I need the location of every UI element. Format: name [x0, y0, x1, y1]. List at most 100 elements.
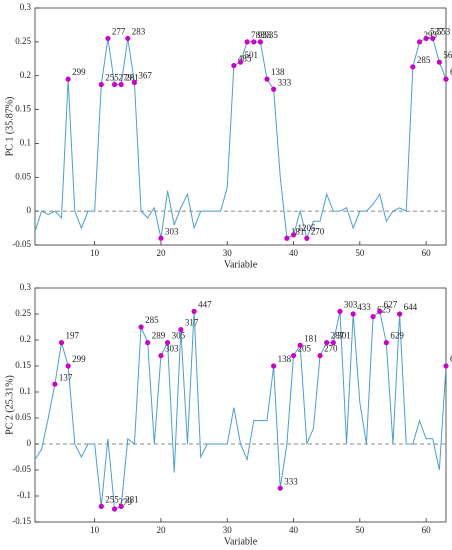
highlight-marker — [231, 62, 237, 69]
plot-frame — [34, 7, 447, 246]
highlight-marker — [118, 503, 124, 509]
data-line — [34, 37, 447, 240]
y-tick-label: 0.3 — [20, 282, 32, 292]
x-tick-label: 30 — [223, 525, 233, 535]
highlight-label: 281 — [125, 73, 139, 83]
highlight-marker — [98, 503, 104, 509]
highlight-label: 447 — [198, 299, 212, 309]
highlight-marker — [111, 506, 118, 512]
highlight-marker — [131, 79, 138, 86]
highlight-label: 181 — [304, 333, 318, 343]
highlight-marker — [350, 311, 356, 317]
highlight-label: 287 — [331, 331, 345, 341]
highlight-label: 289 — [152, 331, 166, 341]
highlight-marker — [98, 81, 104, 88]
highlight-label: 303 — [165, 226, 179, 236]
highlight-marker — [237, 59, 244, 65]
highlight-marker — [377, 308, 383, 314]
x-tick-label: 50 — [355, 525, 365, 535]
highlight-marker — [65, 363, 71, 369]
highlight-marker — [330, 340, 336, 346]
y-tick-label: 0.15 — [15, 104, 31, 114]
plot-frame — [34, 287, 447, 523]
highlight-marker — [370, 314, 376, 320]
highlight-marker — [271, 363, 277, 369]
highlight-label: 281 — [125, 494, 139, 504]
highlight-marker — [138, 324, 144, 330]
y-tick-label: 0.3 — [20, 2, 32, 12]
highlight-label: 433 — [357, 302, 371, 312]
highlight-label: 553 — [437, 27, 451, 37]
highlight-marker — [52, 381, 58, 387]
highlight-label: 205 — [298, 344, 312, 354]
highlight-marker — [423, 35, 429, 42]
y-tick-label: 0.1 — [20, 386, 31, 396]
x-tick-label: 60 — [422, 248, 432, 258]
highlight-label: 279 — [119, 73, 133, 83]
highlight-marker — [65, 76, 71, 82]
highlight-label: 138 — [271, 67, 285, 77]
highlight-marker — [410, 64, 416, 70]
highlight-label: 299 — [72, 67, 86, 77]
x-tick-label: 10 — [90, 248, 100, 258]
highlight-label: 1205 — [298, 223, 317, 233]
highlight-label: 277 — [112, 27, 126, 37]
highlight-label: 485 — [238, 54, 252, 64]
highlight-label: 601 — [450, 354, 452, 364]
y-tick-label: 0 — [27, 205, 32, 215]
highlight-label: 285 — [145, 315, 159, 325]
highlight-label: 303 — [165, 344, 179, 354]
highlight-marker — [191, 308, 197, 314]
y-tick-label: -0.15 — [12, 516, 31, 526]
highlight-marker — [396, 311, 403, 317]
highlight-marker — [244, 39, 250, 45]
highlight-marker — [304, 235, 310, 241]
x-tick-label: 50 — [355, 248, 365, 258]
highlight-label: 629 — [390, 331, 404, 341]
highlight-label: 270 — [324, 344, 338, 354]
y-tick-label: 0 — [27, 438, 32, 448]
highlight-label: 137 — [59, 372, 73, 382]
x-tick-label: 20 — [156, 248, 166, 258]
highlight-label: 305 — [172, 331, 186, 341]
y-axis-label: PC 2 (25.31%) — [4, 375, 15, 435]
highlight-marker — [251, 39, 257, 45]
x-tick-label: 40 — [289, 248, 299, 258]
highlight-label: 279 — [119, 497, 133, 507]
highlight-label: 285 — [417, 55, 431, 65]
highlight-label: 569 — [443, 50, 452, 60]
highlight-label: 283 — [132, 27, 146, 37]
highlight-marker — [145, 340, 151, 346]
y-axis-label: PC 1 (35.87%) — [4, 97, 15, 157]
highlight-label: 644 — [404, 302, 418, 312]
highlight-marker — [443, 363, 449, 369]
highlight-marker — [436, 59, 442, 65]
x-tick-label: 60 — [422, 525, 432, 535]
highlight-marker — [337, 308, 343, 314]
y-tick-label: 0.05 — [15, 171, 31, 181]
x-axis-label: Variable — [224, 536, 258, 547]
data-line — [34, 310, 447, 510]
highlight-marker — [416, 39, 423, 45]
y-tick-label: -0.05 — [12, 239, 31, 249]
y-tick-label: -0.05 — [12, 464, 31, 474]
highlight-marker — [290, 232, 297, 238]
highlight-label: 333 — [278, 77, 292, 87]
y-tick-label: 0.1 — [20, 137, 31, 147]
y-tick-label: 0.2 — [20, 70, 31, 80]
highlight-marker — [324, 340, 330, 346]
highlight-label: 935 — [264, 30, 278, 40]
highlight-marker — [178, 327, 184, 333]
highlight-marker — [290, 353, 297, 359]
highlight-marker — [284, 235, 290, 241]
highlight-label: 933 — [258, 30, 272, 40]
highlight-marker — [257, 39, 263, 45]
x-tick-label: 10 — [90, 525, 100, 535]
highlight-label: 301 — [337, 331, 351, 341]
highlight-label: 303 — [344, 299, 358, 309]
highlight-marker — [297, 342, 303, 348]
highlight-label: 317 — [185, 318, 199, 328]
y-tick-label: -0.1 — [17, 490, 31, 500]
highlight-label: 197 — [66, 331, 80, 341]
